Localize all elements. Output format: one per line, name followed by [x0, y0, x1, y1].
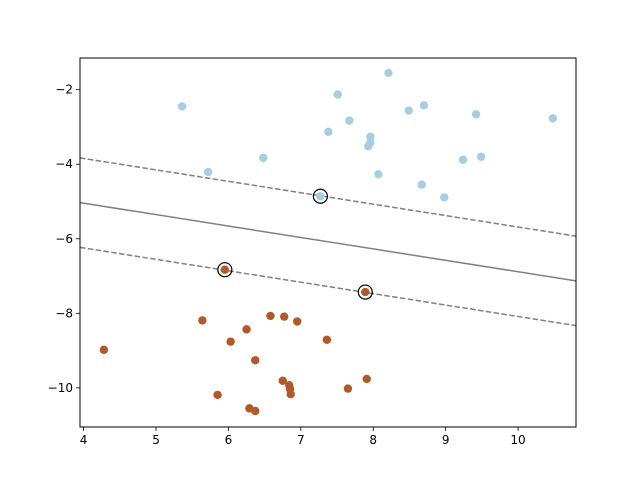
data-point-class-2	[279, 312, 289, 321]
data-point-class-2	[293, 317, 302, 326]
data-point-class-2	[198, 316, 207, 325]
y-tick-label: −2	[55, 83, 73, 97]
data-point-class-1	[258, 153, 268, 163]
data-point-class-2	[242, 325, 251, 334]
data-point-class-2	[361, 287, 370, 297]
data-point-class-1	[324, 127, 333, 136]
data-point-class-2	[251, 356, 260, 365]
decision-boundary-lines	[80, 157, 576, 327]
data-point-class-1	[316, 192, 325, 201]
data-point-class-1	[419, 101, 429, 110]
decision-boundary-line	[80, 201, 576, 282]
x-tick-label: 8	[369, 433, 377, 447]
data-point-class-2	[286, 390, 295, 399]
x-tick-label: 4	[80, 433, 88, 447]
data-point-class-2	[278, 376, 287, 385]
support-vector-marker	[357, 284, 373, 300]
data-point-class-1	[366, 138, 375, 147]
x-tick-label: 5	[152, 433, 160, 447]
data-point-class-1	[471, 110, 481, 119]
y-tick-label: −8	[55, 306, 73, 320]
data-point-class-2	[362, 374, 371, 384]
data-point-class-1	[177, 102, 187, 111]
margin-line	[80, 157, 576, 237]
support-vector-marker	[217, 262, 233, 278]
x-tick-label: 7	[297, 433, 305, 447]
data-point-class-2	[213, 390, 222, 400]
data-point-class-1	[384, 68, 393, 78]
y-axis: −10 −8 −6 −4 −2	[48, 83, 80, 395]
data-point-class-1	[333, 90, 342, 99]
data-point-class-1	[374, 170, 383, 179]
data-point-class-1	[417, 180, 426, 189]
data-point-class-2	[226, 337, 235, 346]
data-point-class-2	[251, 406, 260, 416]
data-point-class-2	[220, 265, 230, 274]
margin-line	[80, 246, 576, 327]
y-tick-label: −6	[55, 232, 73, 246]
x-axis: 4 5 6 7 8 9 10	[80, 427, 526, 447]
support-vectors	[217, 188, 373, 300]
data-point-class-2	[99, 345, 109, 355]
data-point-class-1	[476, 152, 486, 161]
x-tick-label: 9	[442, 433, 450, 447]
data-point-class-1	[345, 116, 354, 125]
x-tick-label: 6	[225, 433, 233, 447]
data-point-class-1	[203, 167, 213, 177]
data-point-class-1	[458, 155, 468, 164]
data-point-class-1	[366, 132, 375, 141]
data-point-class-2	[322, 335, 332, 344]
y-tick-label: −4	[55, 157, 73, 171]
support-vector-marker	[312, 188, 328, 204]
plot-frame	[79, 57, 577, 428]
data-point-class-2	[343, 384, 353, 393]
data-point-class-2	[266, 311, 275, 321]
data-point-class-1	[440, 193, 449, 202]
y-tick-label: −10	[48, 381, 73, 395]
data-point-class-1	[404, 106, 413, 115]
data-point-class-1	[548, 114, 558, 123]
x-tick-label: 10	[510, 433, 525, 447]
data-points	[99, 68, 558, 416]
